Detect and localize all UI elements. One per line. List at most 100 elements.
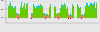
Bar — [33, 6, 34, 18]
Bar — [90, 5, 91, 18]
Bar — [43, 13, 44, 18]
Bar — [13, 8, 14, 10]
Bar — [42, 6, 43, 8]
Bar — [84, 14, 85, 18]
Bar — [81, 16, 82, 18]
Bar — [60, 8, 61, 10]
Bar — [45, 14, 46, 18]
Bar — [35, 9, 36, 18]
Bar — [45, 15, 46, 16]
Bar — [94, 4, 95, 18]
Bar — [72, 4, 73, 5]
Bar — [39, 6, 40, 8]
Bar — [49, 7, 50, 18]
Bar — [66, 10, 67, 18]
Bar — [21, 2, 22, 4]
Bar — [85, 6, 86, 7]
Bar — [14, 7, 15, 8]
Bar — [88, 6, 89, 7]
Bar — [8, 7, 9, 18]
Bar — [63, 6, 64, 18]
Bar — [95, 10, 96, 18]
Bar — [68, 16, 69, 18]
Bar — [15, 6, 16, 7]
Bar — [44, 13, 45, 14]
Bar — [40, 4, 41, 5]
Bar — [72, 5, 73, 18]
Bar — [17, 16, 18, 18]
Bar — [78, 6, 79, 7]
Bar — [8, 6, 9, 7]
Bar — [20, 8, 21, 18]
Bar — [65, 5, 66, 6]
Bar — [19, 17, 20, 18]
Bar — [45, 16, 46, 18]
Bar — [95, 8, 96, 10]
Bar — [25, 17, 26, 18]
Bar — [76, 7, 77, 18]
Bar — [55, 7, 56, 18]
Bar — [48, 15, 49, 16]
Bar — [91, 3, 92, 4]
Bar — [68, 14, 69, 18]
Bar — [46, 17, 47, 18]
Bar — [92, 4, 93, 6]
Bar — [44, 16, 45, 18]
Bar — [58, 18, 59, 19]
Bar — [13, 10, 14, 18]
Bar — [97, 7, 98, 8]
Bar — [64, 3, 65, 4]
Bar — [83, 16, 84, 18]
Bar — [30, 15, 31, 18]
Bar — [45, 18, 46, 19]
Bar — [62, 7, 63, 18]
Bar — [40, 5, 41, 18]
Bar — [41, 5, 42, 18]
Bar — [35, 8, 36, 9]
Bar — [38, 7, 39, 18]
Bar — [16, 14, 17, 18]
Bar — [64, 4, 65, 18]
Bar — [86, 5, 87, 18]
Bar — [43, 15, 44, 18]
Bar — [20, 7, 21, 8]
Bar — [44, 14, 45, 18]
Bar — [37, 6, 38, 8]
Bar — [42, 8, 43, 18]
Bar — [39, 8, 40, 18]
Bar — [9, 5, 10, 18]
Bar — [18, 18, 19, 19]
Bar — [21, 4, 22, 18]
Bar — [18, 14, 19, 18]
Bar — [25, 9, 26, 10]
Bar — [81, 18, 82, 19]
Bar — [58, 14, 59, 18]
Bar — [76, 6, 77, 7]
Bar — [12, 6, 13, 7]
Bar — [84, 17, 85, 18]
Bar — [27, 3, 28, 4]
Bar — [47, 17, 48, 18]
Bar — [17, 13, 18, 14]
Bar — [14, 8, 15, 18]
Bar — [25, 10, 26, 18]
Bar — [69, 15, 70, 18]
Bar — [67, 8, 68, 18]
Bar — [82, 14, 83, 18]
Bar — [82, 14, 83, 18]
Bar — [97, 8, 98, 18]
Bar — [48, 15, 49, 18]
Bar — [16, 15, 17, 18]
Bar — [70, 17, 71, 18]
Bar — [24, 4, 25, 18]
Bar — [10, 4, 11, 18]
Bar — [87, 5, 88, 18]
Bar — [71, 15, 72, 16]
Bar — [60, 10, 61, 18]
Bar — [37, 17, 38, 18]
Bar — [57, 14, 58, 18]
Bar — [18, 15, 19, 16]
Bar — [67, 7, 68, 8]
Bar — [80, 7, 81, 8]
Bar — [97, 17, 98, 18]
